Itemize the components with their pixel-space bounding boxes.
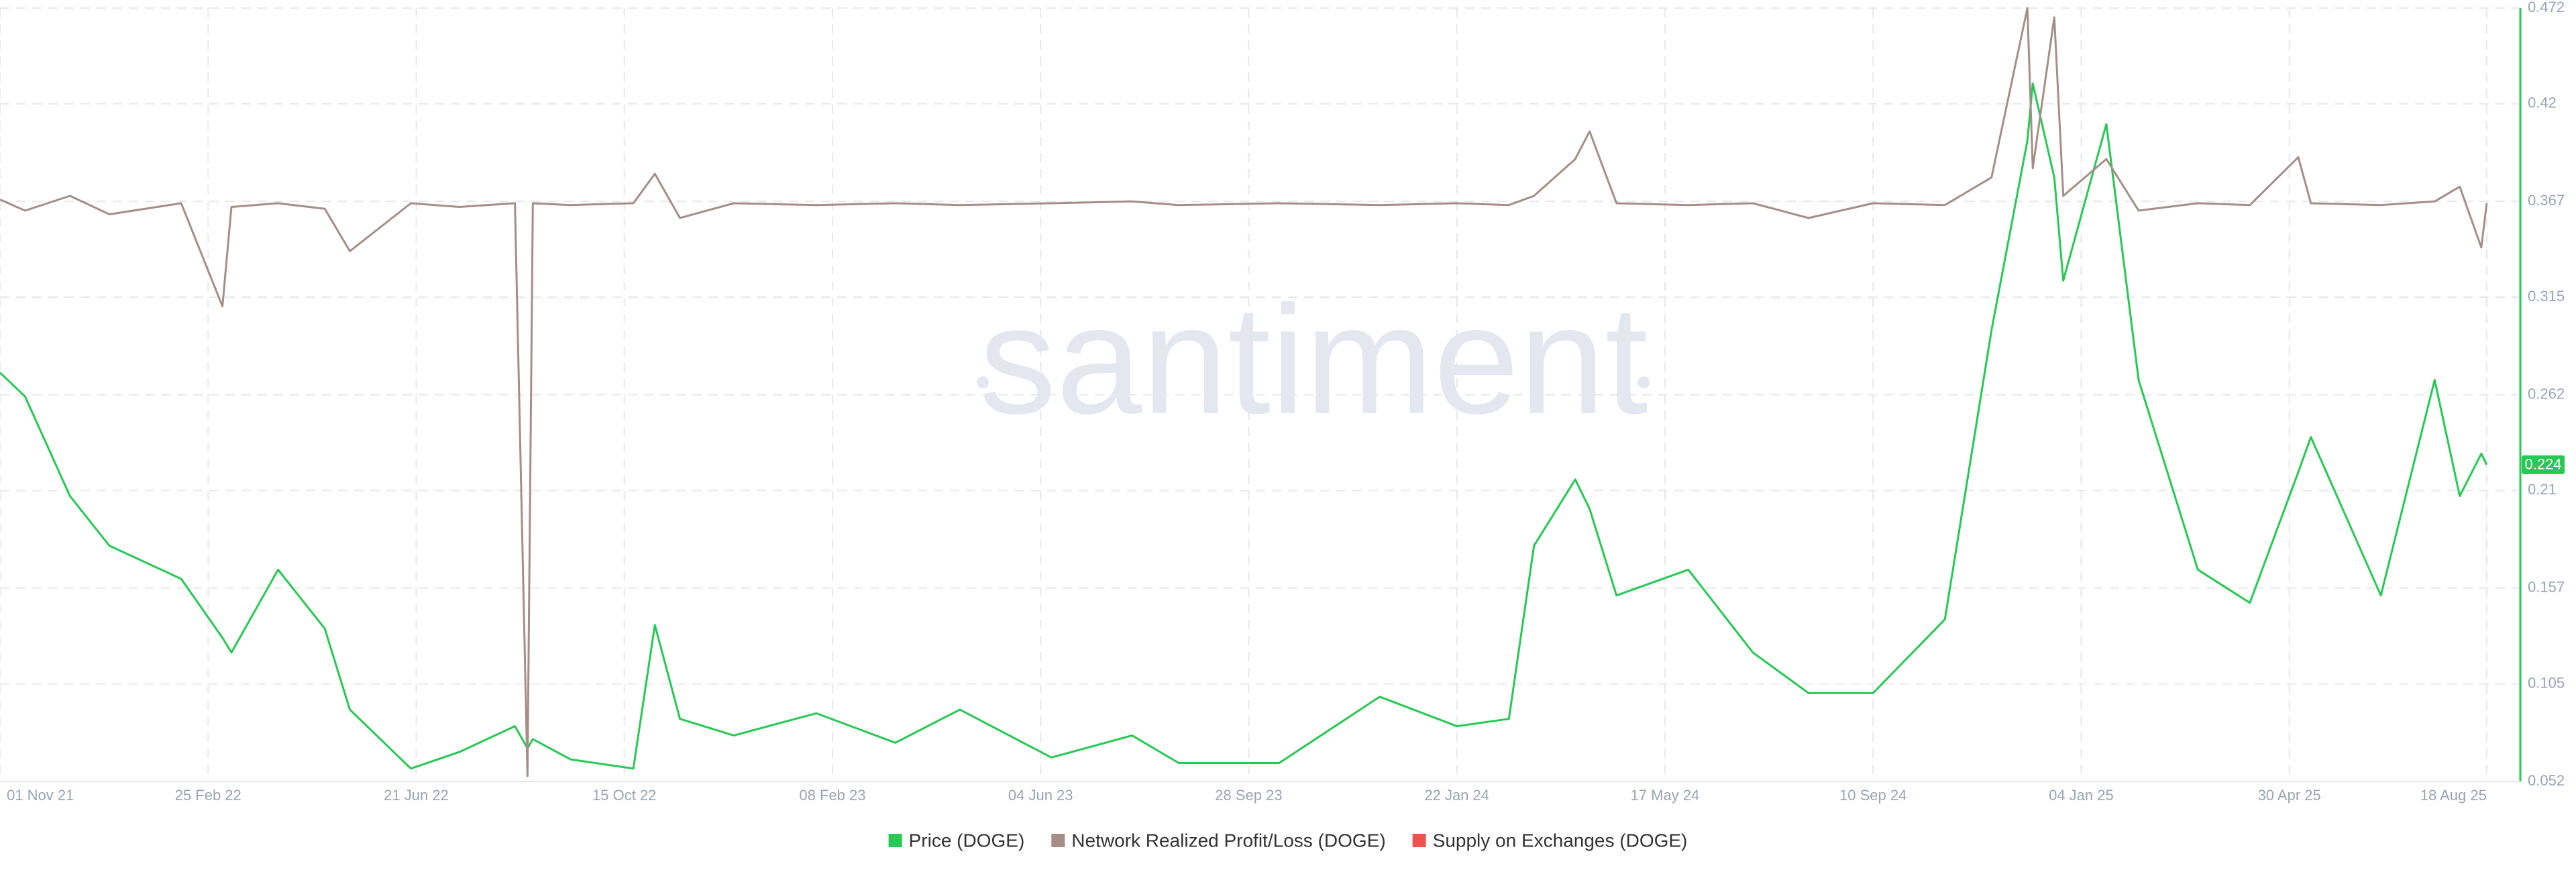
legend-swatch [1051,834,1065,847]
legend-swatch [1412,834,1426,847]
y-tick-label: 0.262 [2528,385,2565,402]
x-tick-label: 10 Sep 24 [1839,787,1907,804]
y-tick-label: 0.21 [2528,481,2557,498]
x-tick-label: 25 Feb 22 [175,787,241,804]
y-tick-label: 0.472 [2528,0,2565,15]
x-tick-label: 30 Apr 25 [2258,787,2321,804]
legend: Price (DOGE) Network Realized Profit/Loss… [888,830,1688,851]
current-price-label: 0.224 [2524,456,2561,473]
legend-label: Price (DOGE) [909,830,1025,851]
series-line [0,83,2488,770]
current-price-badge [2522,455,2565,474]
x-tick-label: 04 Jun 23 [1008,787,1073,804]
y-tick-label: 0.42 [2528,95,2557,111]
x-tick-label: 17 May 24 [1631,787,1700,804]
y-tick-label: 0.315 [2528,288,2565,305]
legend-label: Supply on Exchanges (DOGE) [1433,830,1688,851]
x-tick-label: 04 Jan 25 [2049,787,2114,804]
series-line [0,7,2488,777]
x-tick-label: 18 Aug 25 [2420,787,2487,804]
x-tick-label: 21 Jun 22 [384,787,449,804]
legend-label: Network Realized Profit/Loss (DOGE) [1071,830,1385,851]
legend-swatch [888,834,902,847]
y-tick-label: 0.052 [2528,772,2565,789]
x-tick-label: 22 Jan 24 [1424,787,1489,804]
watermark-dot [1638,376,1650,388]
watermark-dot [977,376,989,388]
x-tick-label: 28 Sep 23 [1215,787,1282,804]
y-tick-label: 0.105 [2528,674,2565,691]
x-tick-label: 15 Oct 22 [592,787,656,804]
y-tick-label: 0.157 [2528,579,2565,596]
y-tick-label: 0.367 [2528,192,2565,209]
watermark: santiment [979,274,1648,446]
x-tick-label: 08 Feb 23 [799,787,865,804]
x-tick-label: 01 Nov 21 [7,787,74,804]
